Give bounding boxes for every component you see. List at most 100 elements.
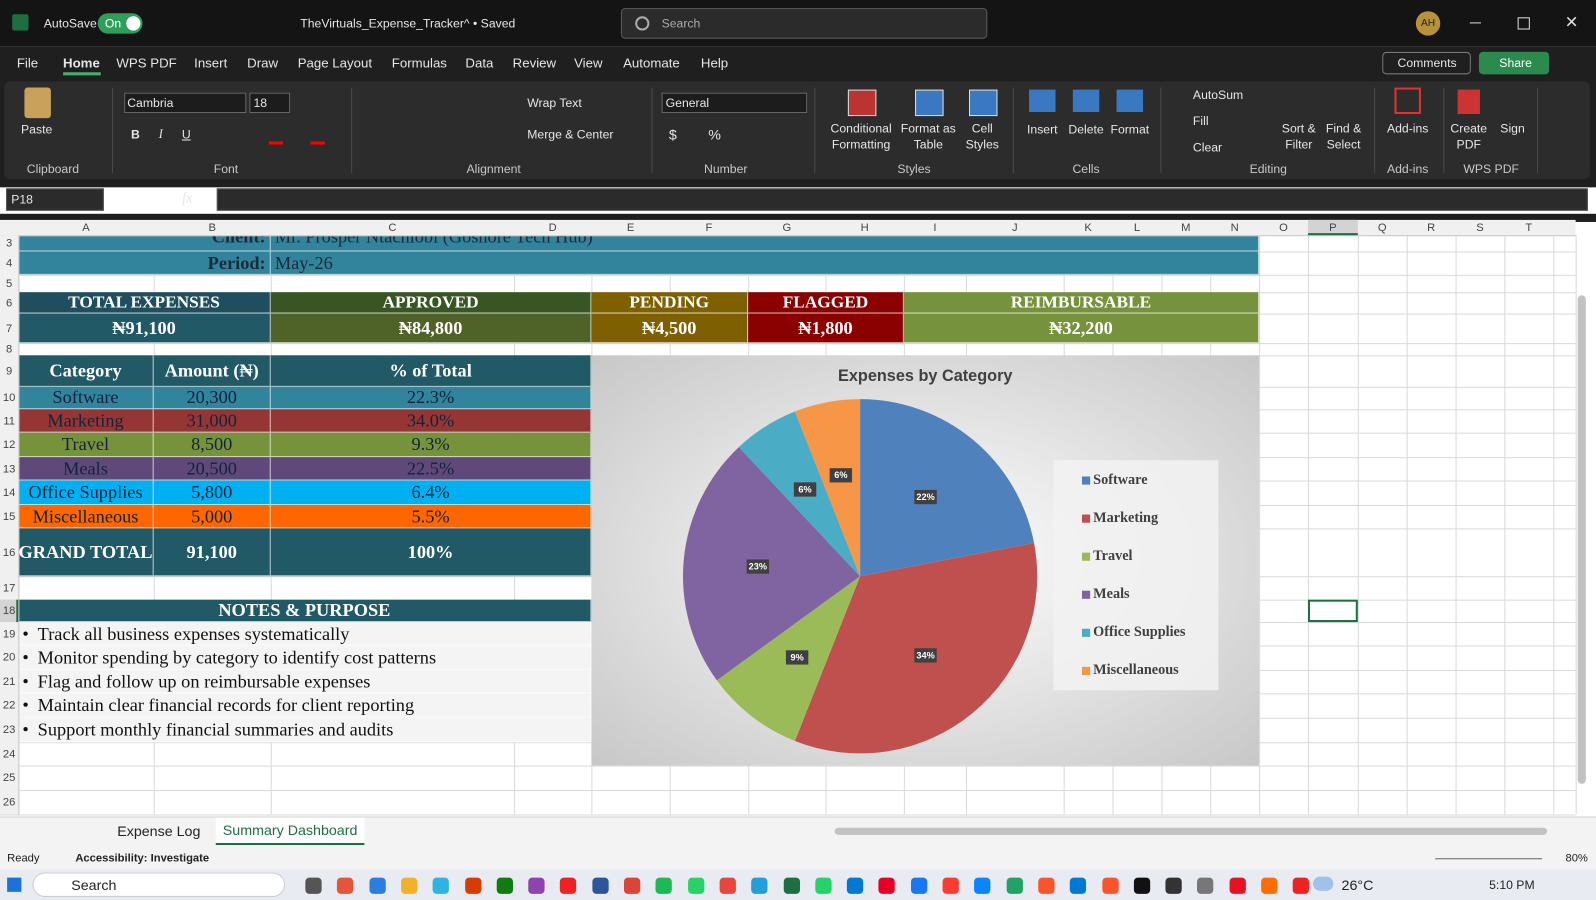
menu-tab[interactable]: Insert	[194, 55, 228, 71]
sort-filter[interactable]: Sort & Filter	[1281, 121, 1316, 152]
column-header[interactable]: M	[1181, 221, 1191, 235]
column-header[interactable]: Q	[1377, 221, 1387, 235]
taskbar-app[interactable]	[592, 877, 609, 894]
row-header[interactable]: 14	[2, 486, 16, 499]
row-header[interactable]: 25	[2, 771, 16, 784]
minimize[interactable]	[1469, 22, 1481, 24]
taskbar-app[interactable]	[1069, 877, 1087, 894]
taskbar-app[interactable]	[496, 877, 513, 894]
taskbar-app[interactable]	[687, 877, 704, 894]
bold-button[interactable]: B	[130, 127, 140, 142]
format-as-table[interactable]: Format as Table	[900, 121, 956, 152]
taskbar-app[interactable]	[1101, 877, 1119, 894]
zoom[interactable]: 80%	[1565, 852, 1588, 865]
taskbar-app[interactable]	[1261, 877, 1278, 894]
fill[interactable]: Fill	[1192, 114, 1209, 129]
start-button[interactable]	[7, 877, 22, 892]
taskbar-app[interactable]	[974, 877, 991, 894]
taskbar-app[interactable]	[815, 877, 832, 894]
column-header[interactable]: B	[208, 221, 216, 235]
name-box[interactable]	[6, 188, 104, 211]
active-tab[interactable]	[215, 817, 365, 846]
sheet-tab-active[interactable]: Summary Dashboard	[222, 821, 358, 838]
column-header[interactable]: C	[388, 221, 397, 235]
taskbar-app[interactable]	[1165, 877, 1182, 894]
taskbar-app[interactable]	[1229, 877, 1246, 894]
font-box[interactable]	[124, 92, 247, 114]
menu-tab[interactable]: View	[574, 55, 603, 71]
row-header[interactable]: 17	[2, 581, 16, 595]
zoom-slider[interactable]	[1435, 858, 1543, 860]
comments-button[interactable]	[1382, 51, 1471, 75]
cell-styles[interactable]: Cell Styles	[965, 121, 999, 152]
taskbar-app[interactable]	[655, 877, 673, 894]
menu-tab[interactable]: WPS PDF	[116, 55, 177, 71]
menu-tab[interactable]: Help	[700, 55, 729, 71]
row-header[interactable]: 7	[6, 322, 13, 335]
menu-tab[interactable]: Home	[63, 55, 100, 71]
menu-tab[interactable]: Draw	[247, 55, 279, 71]
row-header[interactable]: 10	[2, 391, 16, 405]
row-header[interactable]: 8	[6, 343, 13, 356]
column-header[interactable]: I	[933, 221, 937, 235]
row-header[interactable]: 26	[2, 796, 16, 809]
taskbar-app[interactable]	[305, 877, 322, 894]
row-header[interactable]: 5	[6, 277, 13, 290]
row-header[interactable]: 22	[2, 699, 16, 712]
font-size-box[interactable]	[249, 92, 291, 114]
row-header[interactable]: 13	[2, 462, 16, 475]
taskbar-app[interactable]	[1292, 877, 1310, 894]
taskbar-app[interactable]	[1197, 877, 1214, 894]
autosum[interactable]: AutoSum	[1192, 87, 1244, 102]
row-header[interactable]: 9	[6, 364, 13, 378]
taskbar-app[interactable]	[1038, 877, 1055, 894]
taskbar-app[interactable]	[369, 877, 386, 894]
menu-tab[interactable]: Data	[465, 55, 494, 71]
format[interactable]: Format	[1110, 122, 1150, 137]
row-header[interactable]: 23	[2, 723, 16, 737]
row-header[interactable]: 20	[2, 651, 16, 664]
restore[interactable]	[1517, 17, 1530, 30]
taskbar-app[interactable]	[623, 877, 641, 894]
find-select[interactable]: Find & Select	[1325, 121, 1362, 152]
taskbar-app[interactable]	[337, 877, 354, 894]
v-scrollbar[interactable]	[1577, 295, 1586, 784]
formula-input[interactable]	[216, 188, 1588, 211]
column-header[interactable]: L	[1133, 221, 1141, 235]
column-header[interactable]: G	[782, 221, 792, 235]
taskbar-app[interactable]	[464, 877, 481, 894]
row-header[interactable]: 15	[2, 510, 16, 523]
column-header[interactable]: P	[1329, 221, 1337, 235]
column-header[interactable]: E	[626, 221, 635, 235]
column-header[interactable]: T	[1525, 221, 1533, 235]
close[interactable]: ✕	[1564, 14, 1579, 32]
row-header[interactable]: 4	[6, 257, 13, 270]
chart[interactable]: Expenses by Category 22% 34% 9% 23% 6% 6% Softw…	[591, 355, 1260, 766]
column-header[interactable]: R	[1427, 221, 1436, 235]
conditional-formatting[interactable]: Conditional Formatting	[830, 121, 892, 152]
menu-tab[interactable]: Automate	[623, 55, 680, 71]
taskbar-search[interactable]	[32, 872, 286, 897]
row-header[interactable]: 11	[3, 414, 15, 428]
percent-button[interactable]: %	[708, 126, 721, 143]
fx[interactable]: fx	[182, 191, 193, 207]
search-box[interactable]	[620, 8, 988, 39]
paste[interactable]: Paste	[21, 122, 53, 137]
taskbar-app[interactable]	[1133, 877, 1150, 894]
row-header[interactable]: 18	[2, 604, 16, 617]
column-header[interactable]: O	[1279, 221, 1288, 235]
file-name[interactable]: TheVirtuals_Expense_Tracker^ • Saved	[300, 16, 516, 31]
taskbar-app[interactable]	[942, 877, 959, 894]
taskbar-app[interactable]	[910, 877, 927, 894]
menu-tab[interactable]: File	[16, 55, 39, 71]
italic-button[interactable]: I	[158, 126, 163, 142]
taskbar-app[interactable]	[878, 877, 896, 894]
column-header[interactable]: H	[860, 221, 869, 235]
taskbar-app[interactable]	[751, 877, 768, 894]
delete[interactable]: Delete	[1068, 122, 1104, 137]
column-header[interactable]: D	[548, 221, 557, 235]
taskbar-app[interactable]	[1006, 877, 1023, 894]
share-button[interactable]	[1478, 51, 1550, 75]
menu-tab[interactable]: Review	[512, 55, 557, 71]
sheet-tab[interactable]: Expense Log	[117, 822, 201, 839]
